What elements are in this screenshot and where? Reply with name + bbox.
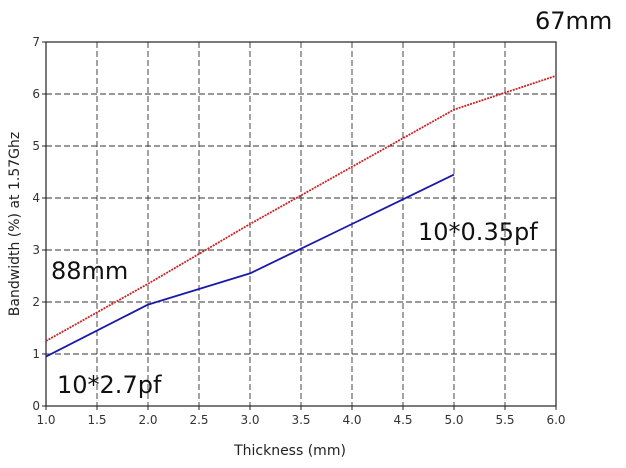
annotation-88mm: 88mm <box>51 257 128 285</box>
x-tick-label: 1.5 <box>87 413 106 427</box>
series-lines <box>45 74 557 358</box>
x-tick-label: 3.0 <box>240 413 259 427</box>
x-tick-label: 1.0 <box>36 413 55 427</box>
y-tick-label: 3 <box>32 243 40 257</box>
x-tick-label: 2.0 <box>138 413 157 427</box>
x-tick-label: 4.0 <box>342 413 361 427</box>
y-tick-label: 4 <box>32 191 40 205</box>
y-tick-label: 5 <box>32 139 40 153</box>
y-tick-label: 7 <box>32 35 40 49</box>
series-line-2 <box>45 173 455 358</box>
annotation-10x2.7pf: 10*2.7pf <box>57 371 162 399</box>
y-tick-label: 0 <box>32 399 40 413</box>
x-tick-labels: 1.0 1.5 2.0 2.5 3.0 3.5 4.0 4.5 5.0 5.5 6.0 <box>36 406 566 427</box>
x-tick-label: 6.0 <box>546 413 565 427</box>
x-tick-label: 5.5 <box>495 413 514 427</box>
x-axis-label: Thickness (mm) <box>233 443 346 459</box>
series-line-1 <box>45 74 557 342</box>
x-tick-label: 3.5 <box>291 413 310 427</box>
y-axis-label: Bandwidth (%) at 1.57Ghz <box>7 132 23 316</box>
y-tick-labels: 0 1 2 3 4 5 6 7 <box>32 35 46 413</box>
y-tick-label: 6 <box>32 87 40 101</box>
y-tick-label: 1 <box>32 347 40 361</box>
annotation-10x0.35pf: 10*0.35pf <box>418 218 538 246</box>
y-tick-label: 2 <box>32 295 40 309</box>
x-tick-label: 5.0 <box>444 413 463 427</box>
x-tick-label: 4.5 <box>393 413 412 427</box>
x-tick-label: 2.5 <box>189 413 208 427</box>
annotation-67mm: 67mm <box>535 7 612 35</box>
